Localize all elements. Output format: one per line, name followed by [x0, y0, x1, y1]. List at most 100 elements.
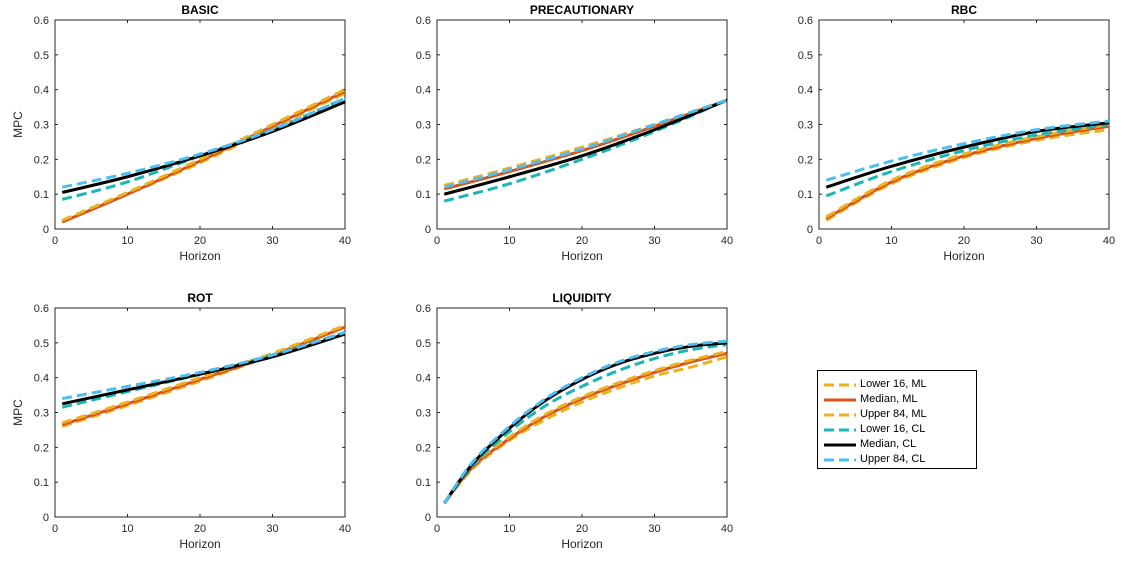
- legend-swatch: [824, 398, 856, 402]
- y-tick-label: 0.1: [34, 477, 49, 489]
- x-axis-label: Horizon: [179, 249, 220, 263]
- legend-entry-lower16-cl: Lower 16, CL: [818, 422, 978, 437]
- y-tick-label: 0.2: [416, 442, 431, 454]
- legend-entry-upper84-ml: Upper 84, ML: [818, 407, 978, 422]
- y-tick-label: 0.2: [416, 154, 431, 166]
- x-axis-label: Horizon: [561, 537, 602, 551]
- x-tick-label: 10: [885, 235, 897, 247]
- y-tick-label: 0: [425, 512, 431, 524]
- y-tick-label: 0.3: [798, 120, 813, 132]
- legend-swatch: [824, 458, 856, 462]
- panel-basic: 0 0.1 0.2 0.3 0.4 0.5 0.6 0 10 20 30 40 BASIC Horizon…: [11, 3, 351, 263]
- legend-label: Lower 16, ML: [860, 378, 927, 390]
- series-line-upper84-ml: [61, 324, 346, 425]
- series-line-median-ml: [61, 90, 346, 224]
- x-tick-label: 40: [721, 235, 733, 247]
- x-tick-label: 40: [339, 523, 351, 535]
- y-tick-label: 0.4: [798, 85, 813, 97]
- x-tick-label: 30: [648, 235, 660, 247]
- x-tick-label: 0: [816, 235, 822, 247]
- y-tick-label: 0.5: [416, 50, 431, 62]
- series-line-upper84-cl: [61, 330, 346, 401]
- legend-swatch: [824, 413, 856, 417]
- y-tick-label: 0.1: [416, 477, 431, 489]
- series-line-upper84-cl: [825, 119, 1110, 182]
- series-line-median-cl: [61, 332, 346, 406]
- y-tick-label: 0.3: [416, 120, 431, 132]
- legend-entry-lower16-ml: Lower 16, ML: [818, 377, 978, 392]
- legend-swatch: [824, 383, 856, 387]
- legend-label: Upper 84, ML: [860, 408, 927, 420]
- y-tick-label: 0.5: [416, 338, 431, 350]
- y-tick-label: 0.2: [34, 442, 49, 454]
- y-tick-label: 0.6: [798, 15, 813, 27]
- y-tick-label: 0.6: [34, 303, 49, 315]
- legend: Lower 16, ML Median, ML Upper 84, ML Low…: [817, 370, 977, 469]
- y-tick-label: 0.6: [416, 303, 431, 315]
- panel-title: BASIC: [181, 3, 219, 17]
- legend-label: Median, ML: [860, 393, 918, 405]
- x-tick-label: 20: [194, 235, 206, 247]
- legend-swatch: [824, 428, 856, 432]
- y-tick-label: 0: [43, 512, 49, 524]
- series-line-median-ml: [61, 325, 346, 427]
- legend-label: Median, CL: [860, 438, 917, 450]
- y-tick-label: 0: [43, 224, 49, 236]
- legend-entry-upper84-cl: Upper 84, CL: [818, 452, 978, 467]
- y-tick-label: 0.3: [416, 408, 431, 420]
- y-tick-label: 0.2: [34, 154, 49, 166]
- panel-title: LIQUIDITY: [552, 291, 611, 305]
- y-tick-label: 0.4: [34, 373, 49, 385]
- series-line-upper84-cl: [61, 97, 346, 189]
- legend-swatch: [824, 443, 856, 447]
- x-tick-label: 20: [194, 523, 206, 535]
- y-tick-label: 0.1: [34, 189, 49, 201]
- panel-title: RBC: [951, 3, 977, 17]
- x-tick-label: 30: [1030, 235, 1042, 247]
- panel-rbc: 0 0.1 0.2 0.3 0.4 0.5 0.6 0 10 20 30 40 RBC Horizon: [798, 3, 1115, 263]
- series-line-upper84-cl: [443, 339, 728, 504]
- x-axis-label: Horizon: [561, 249, 602, 263]
- legend-entry-median-cl: Median, CL: [818, 437, 978, 452]
- x-tick-label: 20: [576, 235, 588, 247]
- legend-label: Lower 16, CL: [860, 423, 926, 435]
- series-line-lower16-cl: [825, 123, 1110, 198]
- y-tick-label: 0.4: [416, 373, 431, 385]
- y-axis-label: MPC: [11, 399, 25, 426]
- x-tick-label: 30: [648, 523, 660, 535]
- legend-entry-median-ml: Median, ML: [818, 392, 978, 407]
- y-tick-label: 0.6: [34, 15, 49, 27]
- x-tick-label: 30: [266, 235, 278, 247]
- x-tick-label: 20: [958, 235, 970, 247]
- y-tick-label: 0.5: [34, 50, 49, 62]
- series-line-median-ml: [825, 124, 1110, 220]
- y-tick-label: 0: [425, 224, 431, 236]
- x-tick-label: 0: [52, 235, 58, 247]
- y-tick-label: 0.3: [34, 408, 49, 420]
- x-tick-label: 10: [121, 235, 133, 247]
- y-tick-label: 0: [807, 224, 813, 236]
- series-line-lower16-ml: [443, 355, 728, 505]
- x-tick-label: 30: [266, 523, 278, 535]
- series-line-median-cl: [443, 98, 728, 196]
- y-axis-label: MPC: [11, 111, 25, 138]
- axes-box: [436, 19, 728, 230]
- x-tick-label: 0: [52, 523, 58, 535]
- y-tick-label: 0.4: [34, 85, 49, 97]
- y-tick-label: 0.5: [798, 50, 813, 62]
- x-axis-label: Horizon: [179, 537, 220, 551]
- panel-title: ROT: [187, 291, 213, 305]
- series-line-upper84-cl: [443, 98, 728, 189]
- panel-rot: 0 0.1 0.2 0.3 0.4 0.5 0.6 0 10 20 30 40 ROT Horizon MP…: [11, 291, 351, 551]
- axes-box: [54, 19, 346, 230]
- series-line-median-cl: [825, 121, 1110, 189]
- y-tick-label: 0.1: [798, 189, 813, 201]
- x-axis-label: Horizon: [943, 249, 984, 263]
- y-tick-label: 0.6: [416, 15, 431, 27]
- x-tick-label: 40: [1103, 235, 1115, 247]
- series-line-median-cl: [61, 100, 346, 194]
- x-tick-label: 0: [434, 523, 440, 535]
- panel-title: PRECAUTIONARY: [530, 3, 634, 17]
- legend-label: Upper 84, CL: [860, 453, 926, 465]
